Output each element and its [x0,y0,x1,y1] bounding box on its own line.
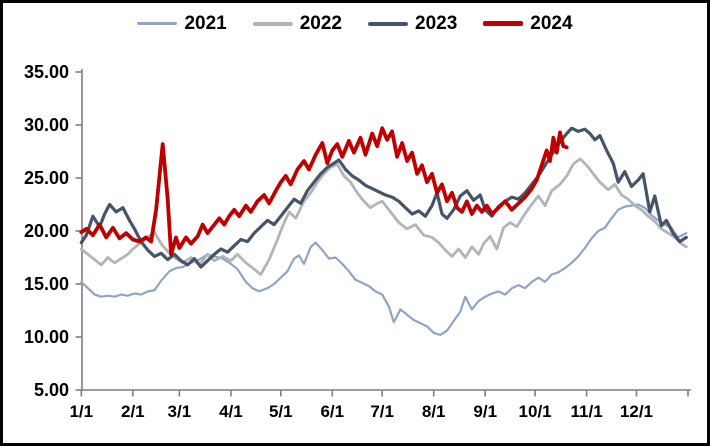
legend-line-swatch-2023 [368,21,408,26]
y-tick-label: 10.00 [24,327,69,347]
y-tick-label: 25.00 [24,168,69,188]
y-tick-label: 5.00 [34,380,69,400]
x-tick-label: 8/1 [422,402,446,421]
x-tick-label: 6/1 [320,402,344,421]
plot-area: 35.00 30.00 25.00 20.00 15.00 10.00 5.001/1 2/1… [24,62,691,421]
y-tick-label: 15.00 [24,274,69,294]
legend-line-swatch-2021 [137,22,178,25]
x-tick-label: 7/1 [370,402,394,421]
x-tick-label: 2/1 [121,402,145,421]
legend-label-2022: 2022 [299,13,342,34]
x-tick-label: 5/1 [269,402,293,421]
legend: 2021 2022 2023 2024 [3,14,707,33]
legend-label-2023: 2023 [415,13,458,34]
x-tick-label: 10/1 [519,402,552,421]
legend-item-2024: 2024 [483,13,573,34]
x-tick-label: 12/1 [620,402,653,421]
y-tick-label: 30.00 [24,115,69,135]
y-tick-label: 20.00 [24,221,69,241]
legend-item-2021: 2021 [137,13,227,34]
x-tick-label: 3/1 [168,402,192,421]
legend-item-2023: 2023 [368,14,457,33]
series-line-2024 [79,126,569,257]
y-tick-label: 35.00 [24,62,69,82]
series-line-2021 [80,203,688,336]
series-line-2023 [79,126,688,269]
legend-line-swatch-2024 [483,21,524,26]
legend-label-2024: 2024 [530,13,573,34]
legend-item-2022: 2022 [252,13,342,34]
x-tick-label: 11/1 [571,402,603,421]
legend-line-swatch-2022 [252,21,293,26]
x-tick-label: 9/1 [473,402,497,421]
x-tick-label: 1/1 [69,402,93,421]
legend-label-2021: 2021 [184,13,227,34]
x-tick-label: 4/1 [219,402,243,421]
